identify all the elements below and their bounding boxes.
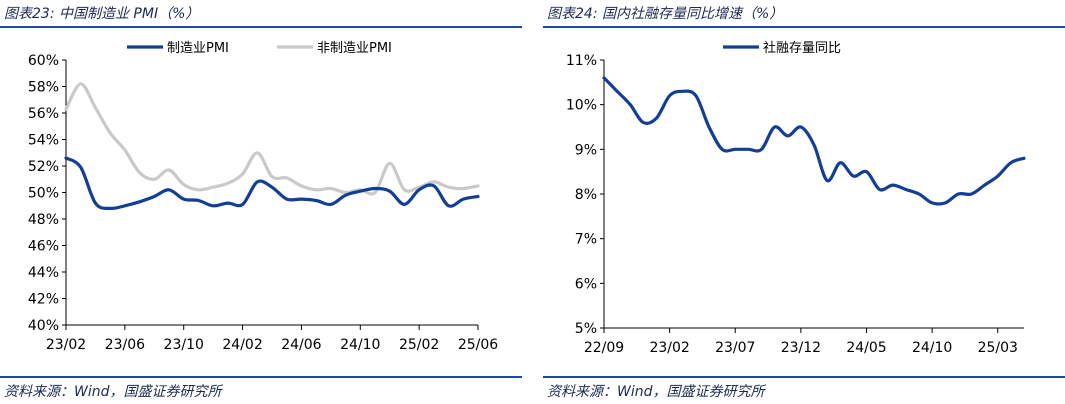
- series-line: [64, 156, 480, 211]
- chart-panel-social-financing: 图表24: 国内社融存量同比增速（%） 5% 6% 7% 8% 9% 10% 11% 22/0…: [543, 0, 1065, 404]
- pmi-line-chart: 40% 42% 44% 46% 48% 50% 52% 54% 56% 58% 60% 23/02 23…: [28, 41, 498, 353]
- social-financing-line-chart: 5% 6% 7% 8% 9% 10% 11% 22/09 23/02 23/07 23/12 24/0…: [566, 40, 1026, 356]
- y-tick-label: 6%: [575, 276, 597, 292]
- y-tick-label: 60%: [28, 53, 59, 69]
- chart-title: 图表23: 中国制造业 PMI（%）: [4, 6, 200, 22]
- y-tick-label: 42%: [28, 292, 59, 308]
- x-tick-label: 23/10: [164, 337, 204, 353]
- x-tick-label: 24/05: [846, 340, 886, 356]
- y-tick-label: 7%: [575, 232, 597, 248]
- y-tick-label: 44%: [28, 265, 59, 281]
- y-tick-label: 56%: [28, 106, 59, 122]
- x-tick-label: 24/06: [281, 337, 321, 353]
- source-rule: [0, 376, 522, 378]
- x-tick-label: 23/06: [105, 337, 145, 353]
- legend-label: 制造业PMI: [167, 41, 229, 56]
- y-tick-label: 10%: [566, 98, 597, 114]
- y-tick-label: 8%: [575, 187, 597, 203]
- y-tick-label: 40%: [28, 318, 59, 334]
- x-tick-label: 25/06: [458, 337, 498, 353]
- x-tick-label: 25/03: [978, 340, 1018, 356]
- x-tick-label: 24/02: [222, 337, 262, 353]
- x-tick-label: 23/02: [46, 337, 86, 353]
- x-tick-label: 23/02: [649, 340, 689, 356]
- chart-source: 资料来源：Wind，国盛证券研究所: [547, 384, 765, 400]
- y-tick-label: 50%: [28, 186, 59, 202]
- x-tick-label: 22/09: [584, 340, 624, 356]
- y-tick-label: 11%: [566, 53, 597, 69]
- x-tick-label: 25/02: [399, 337, 439, 353]
- series-line: [602, 76, 1026, 206]
- y-tick-label: 52%: [28, 159, 59, 175]
- x-tick-label: 23/12: [781, 340, 821, 356]
- x-tick-label: 24/10: [340, 337, 380, 353]
- y-tick-label: 58%: [28, 80, 59, 96]
- y-tick-label: 46%: [28, 239, 59, 255]
- y-tick-label: 9%: [575, 142, 597, 158]
- source-rule: [543, 376, 1065, 378]
- y-tick-label: 48%: [28, 212, 59, 228]
- y-tick-label: 54%: [28, 133, 59, 149]
- legend-label: 社融存量同比: [763, 40, 841, 56]
- x-tick-label: 24/10: [912, 340, 952, 356]
- legend-label: 非制造业PMI: [317, 41, 392, 56]
- chart-title: 图表24: 国内社融存量同比增速（%）: [547, 6, 784, 22]
- series-line: [64, 82, 480, 196]
- x-tick-label: 23/07: [715, 340, 755, 356]
- chart-source: 资料来源：Wind，国盛证券研究所: [4, 384, 222, 400]
- title-rule: [543, 26, 1065, 28]
- y-tick-label: 5%: [575, 321, 597, 337]
- title-rule: [0, 26, 522, 28]
- chart-panel-pmi: 图表23: 中国制造业 PMI（%） 40% 42% 44% 46% 48% 50% 52%…: [0, 0, 522, 404]
